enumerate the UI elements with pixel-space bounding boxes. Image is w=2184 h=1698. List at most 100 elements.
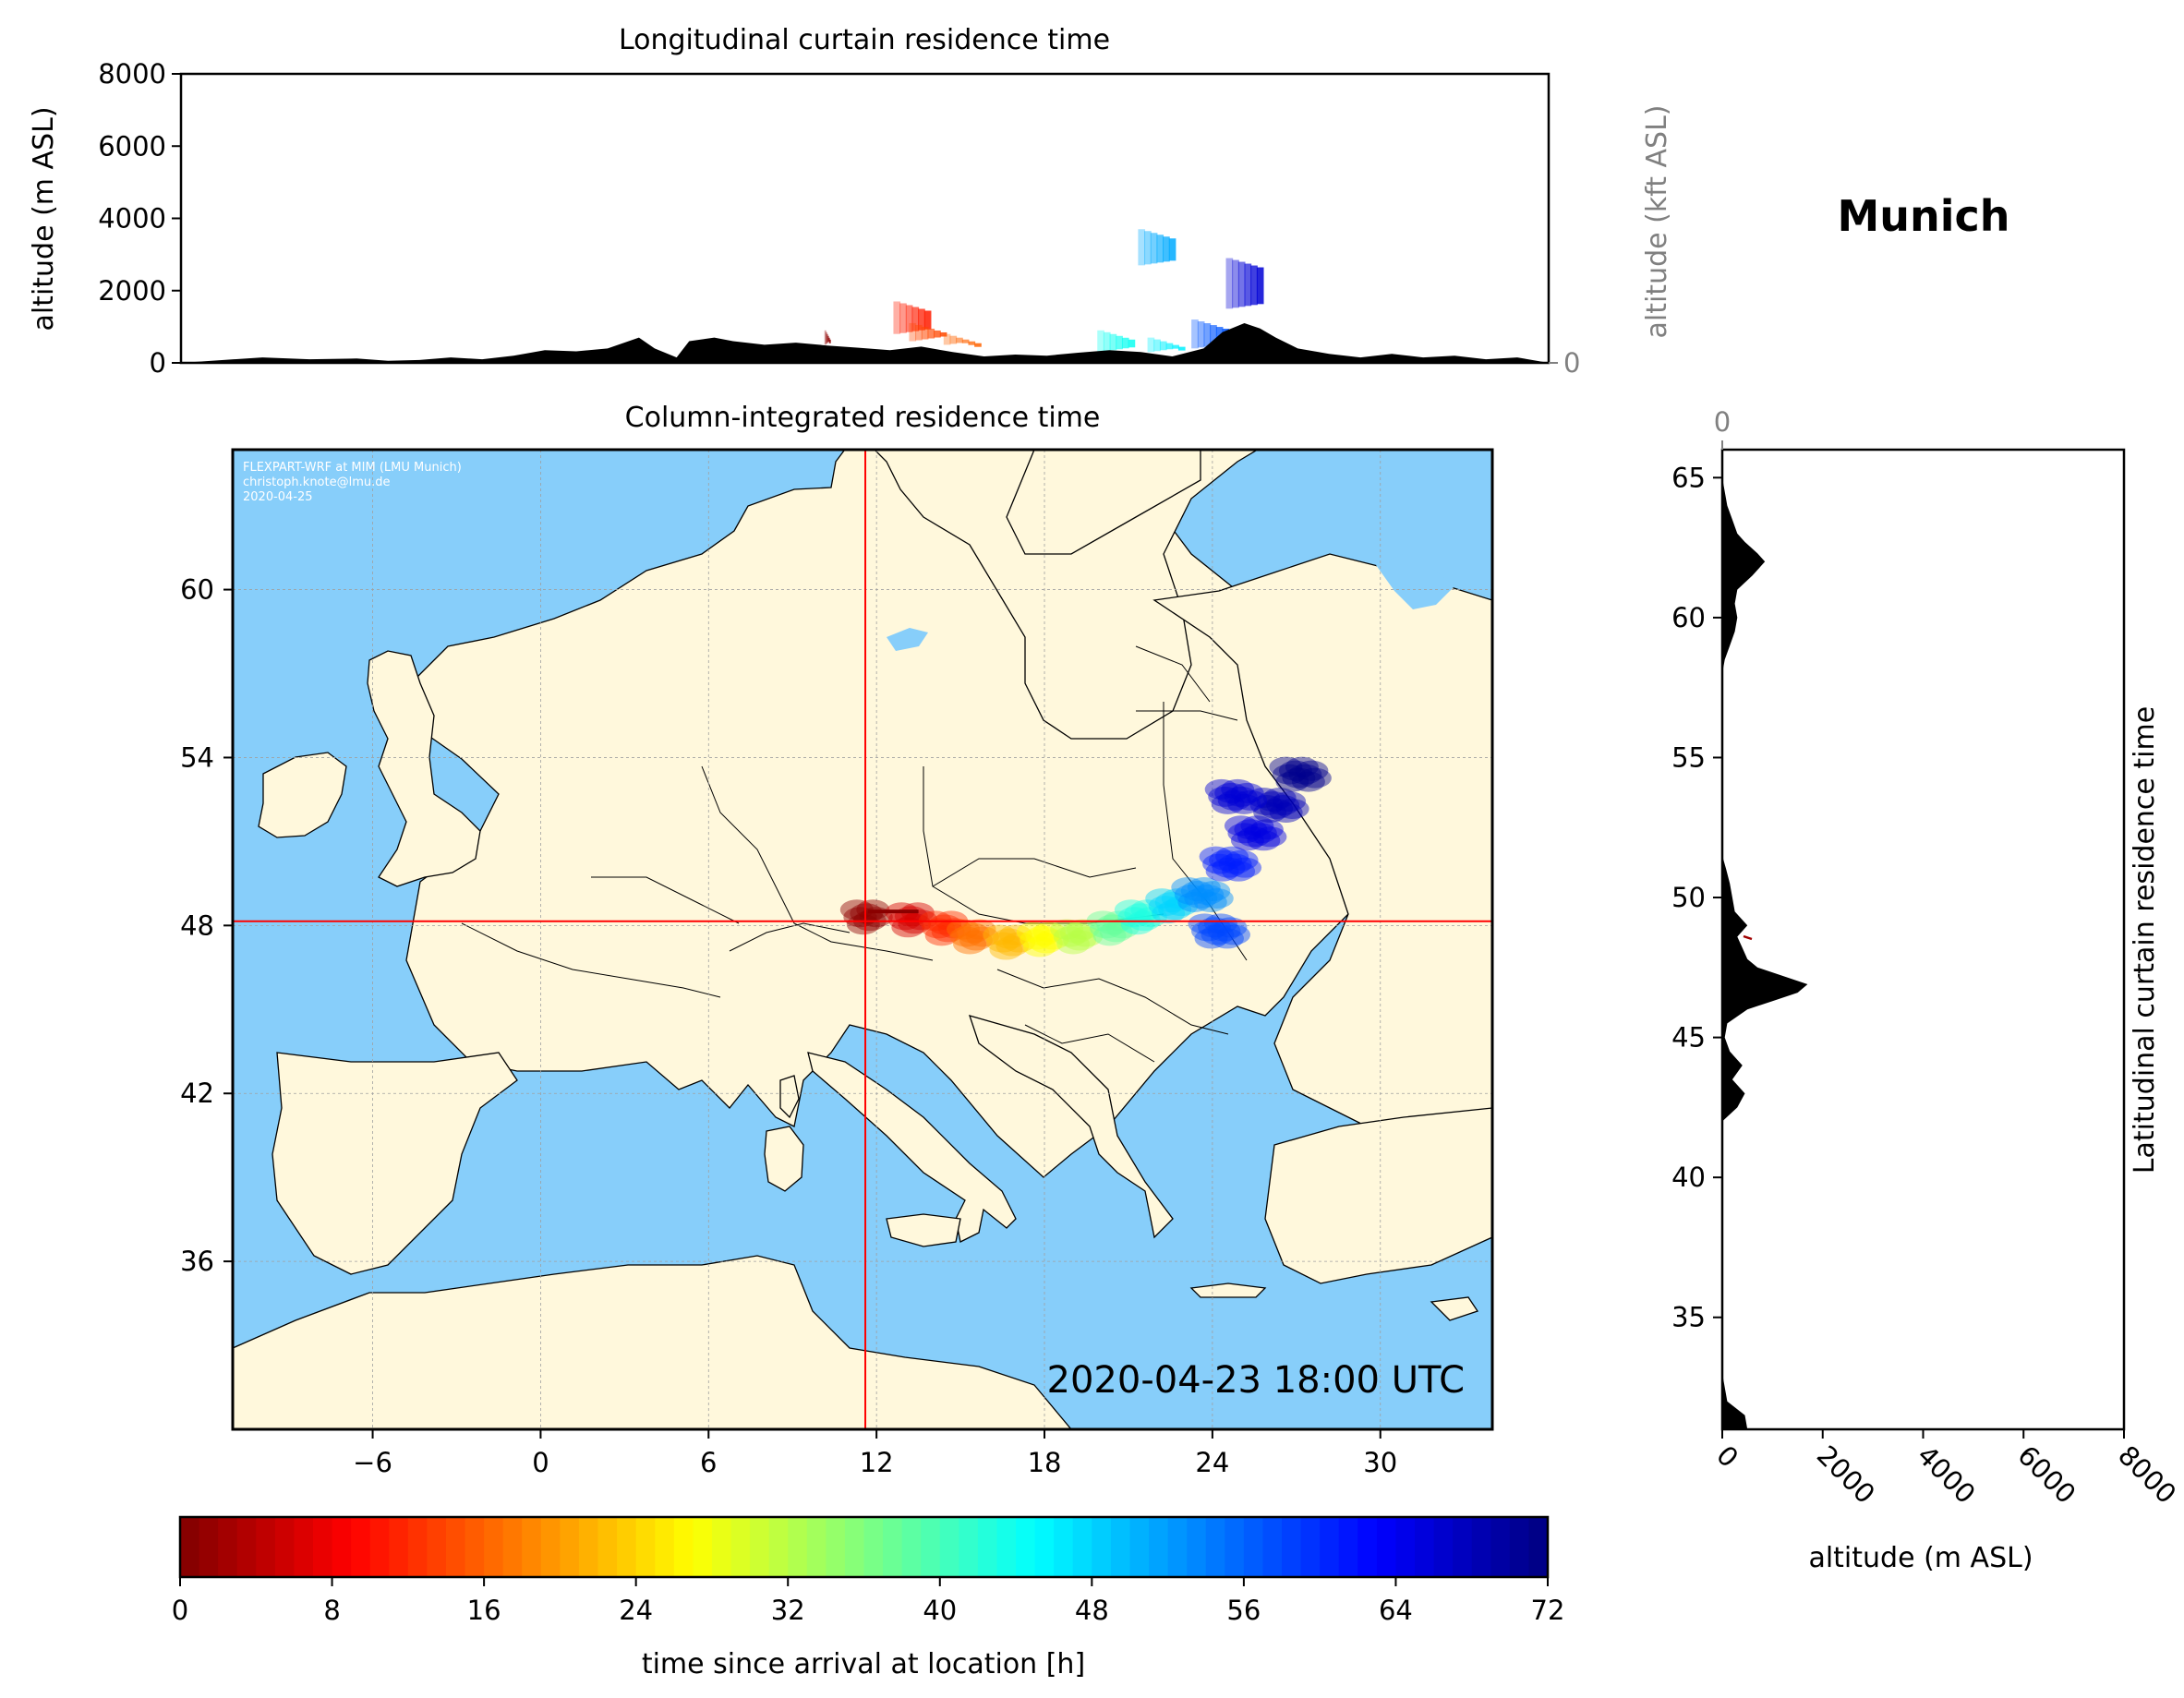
plume-mark [1194,928,1228,949]
colorbar-frame [178,1515,1550,1579]
country-borders [461,645,1248,1063]
plume-mark [1269,756,1303,777]
longitudinal-terrain [181,323,1549,363]
tick-label: 24 [619,1595,653,1626]
particle-mark [824,330,827,345]
colorbar-cell [711,1517,732,1577]
plume-mark [1203,913,1237,934]
plume-mark [1216,924,1250,945]
tick-label: 30 [1363,1447,1397,1478]
particle-mark [893,301,901,334]
colorbar-cells [180,1517,1549,1577]
tick-label: 0 [1710,1439,1744,1474]
particle-mark [1210,325,1217,346]
plume-mark [1002,932,1036,953]
particle-mark [1156,235,1164,263]
tick-label: 56 [1226,1595,1261,1626]
timestamp: 2020-04-23 18:00 UTC [1047,1359,1465,1402]
plume-mark [1148,896,1182,917]
colorbar-cell [597,1517,618,1577]
particle-mark [1191,319,1199,349]
particle-mark [949,335,958,344]
plume-mark [1230,830,1264,851]
plume-mark [1053,926,1087,947]
plume-mark [937,918,971,939]
plume-mark [1152,903,1186,924]
particle-mark [1172,344,1179,349]
plume-mark [850,903,884,924]
colorbar-cell [1092,1517,1112,1577]
colorbar-cell [1225,1517,1245,1577]
lake-ladoga [1376,554,1454,609]
colorbar-cell [635,1517,656,1577]
plume-mark [1164,896,1199,917]
colorbar-cell [1528,1517,1549,1577]
plume-mark [1171,876,1205,897]
plume-mark [992,928,1026,949]
map-frame [231,448,1494,1431]
particle-mark [1128,339,1136,348]
tick-label: 24 [1195,1447,1229,1478]
plume-mark [1262,787,1297,808]
plume-mark [1069,926,1104,947]
plume-mark [952,933,986,955]
tick-label: 36 [180,1246,214,1277]
plume-mark [1260,798,1294,819]
tick-label: 60 [180,574,214,606]
particle-mark [1109,333,1117,351]
plume-mark [1217,789,1251,811]
plume-mark [1266,794,1300,815]
latitudinal-particle-mark [1743,934,1753,941]
tick-label: 6000 [98,130,166,162]
particle-mark [961,339,970,343]
tick-label: 45 [1671,1022,1706,1054]
colorbar-cell [560,1517,580,1577]
plume-mark [1215,846,1249,867]
plume-mark [1212,857,1246,878]
plume-mark [1022,936,1056,957]
plume-mark [1177,891,1212,912]
colorbar-cell [1471,1517,1491,1577]
map-title: Column-integrated residence time [625,402,1101,434]
particle-mark [1121,337,1129,349]
plume-mark [1224,786,1258,807]
plume-mark [1016,921,1050,943]
particle-mark [1150,233,1158,264]
longitudinal-yticks-right: 050100 [1549,347,1580,379]
colorbar-cell [1509,1517,1530,1577]
particle-mark [1097,330,1104,353]
colorbar-cell [1016,1517,1036,1577]
tick-label: 48 [1075,1595,1109,1626]
plume-mark [1227,793,1261,814]
plume-mark [1059,922,1093,944]
colorbar-cell [921,1517,941,1577]
plume-mark [1187,876,1221,897]
plume-mark [1249,819,1284,840]
colorbar-cell [1072,1517,1092,1577]
colorbar-cell [236,1517,257,1577]
plume-mark [1247,787,1281,808]
plume-mark [1288,764,1322,785]
colorbar-cell [427,1517,447,1577]
latitudinal-xlabel: altitude (m ASL) [1808,1542,2033,1574]
plume-mark [1275,798,1309,819]
colorbar-cell [1338,1517,1358,1577]
plume-mark [1207,921,1241,942]
plume-mark [887,909,922,931]
colorbar-cell [484,1517,504,1577]
plume-mark [1161,888,1195,909]
particle-mark [1144,231,1152,265]
particle-mark [1256,267,1264,305]
plume-mark [1099,921,1133,943]
latitudinal-frame [1720,448,2126,1431]
colorbar-cell [768,1517,789,1577]
colorbar-cell [540,1517,561,1577]
colorbar-cell [844,1517,865,1577]
colorbar-cell [806,1517,827,1577]
plume-mark [1124,903,1158,924]
plume-mark [1269,801,1303,823]
tick-label: 0 [172,1595,188,1626]
plume-mark [995,935,1030,957]
tick-label: 2000 [98,275,166,307]
